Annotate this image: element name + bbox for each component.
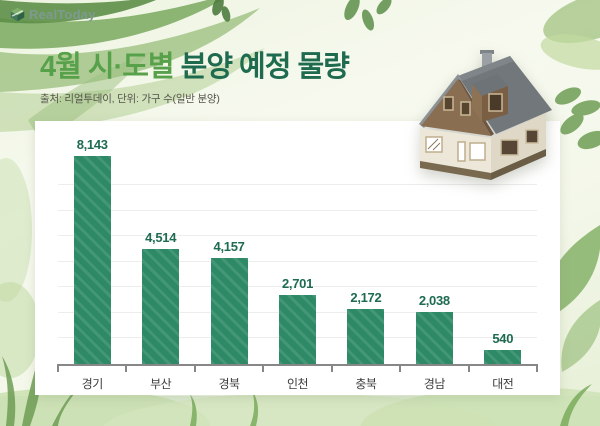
bar-value-label: 4,514 [145,229,177,245]
cube-icon [10,7,25,22]
bar-value-label: 4,157 [213,238,245,254]
bar-value-label: 8,143 [76,137,108,152]
bar-value-label: 2,701 [281,276,314,292]
category-label: 부산 [150,377,172,391]
page-title: 4월 시·도별 분양 예정 물량 [40,51,350,84]
bar [142,248,180,364]
gridline [58,184,537,186]
bar [415,311,453,364]
logo-text: RealToday [29,7,96,22]
bar-value-label: 540 [492,331,514,347]
bar-value-label: 2,172 [350,289,382,305]
x-axis-tick [399,364,402,372]
bar [210,257,248,364]
gridline [58,209,537,211]
x-axis-tick [330,364,333,372]
header: 4월 시·도별 분양 예정 물량 출처: 리얼투데이, 단위: 가구 수(일반 … [40,51,350,106]
x-axis-tick [467,364,470,372]
model-house-illustration [419,50,552,180]
bar [347,308,385,364]
gridline [58,235,537,237]
category-label: 경기 [81,377,104,391]
category-label: 대전 [492,377,514,391]
category-label: 충북 [355,377,377,391]
x-axis-tick [193,364,196,372]
x-axis-tick [536,364,538,372]
bar-chart-plot-area: 8,143 경기 4,514 부산 4,157 경북 2,701 인천 2,17… [57,137,538,391]
bar [279,295,316,364]
bar-value-label: 2,038 [418,292,450,308]
category-label: 인천 [286,377,309,391]
source-and-unit-note: 출처: 리얼투데이, 단위: 가구 수(일반 분양) [40,92,220,105]
category-label: 경남 [423,377,446,391]
realtoday-logo: RealToday [10,7,96,22]
gridline [58,286,537,288]
bar [73,156,111,364]
x-axis-tick [57,364,59,372]
category-label: 경북 [218,377,241,391]
title-part-2: 분양 예정 물량 [173,51,350,83]
x-axis-tick [125,364,128,372]
x-axis-tick [262,364,265,372]
gridline [58,260,537,262]
bar [484,350,522,364]
title-part-1: 4월 시·도별 [40,51,175,83]
